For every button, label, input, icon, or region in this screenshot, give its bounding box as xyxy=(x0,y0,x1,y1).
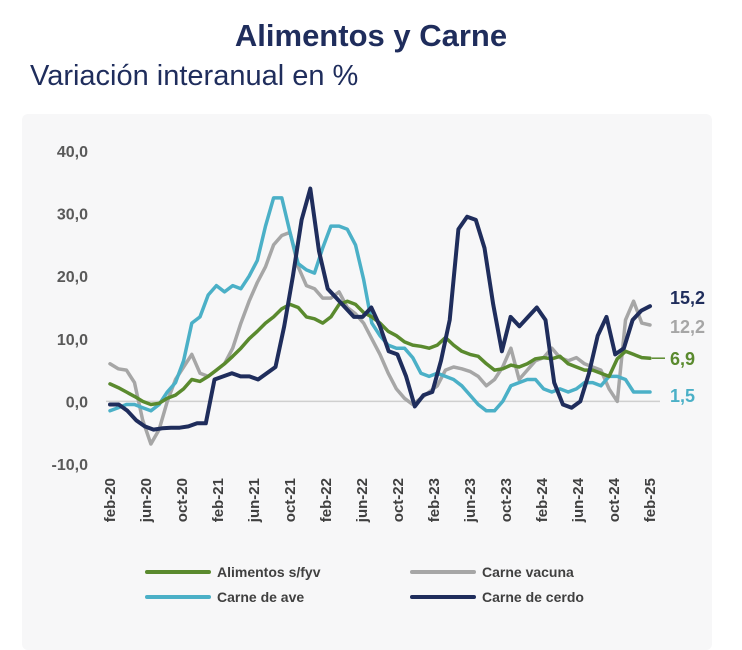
legend-label: Carne de cerdo xyxy=(482,589,584,605)
series-line-carne-de-ave xyxy=(108,196,652,413)
axis-layer: 40,0 30,0 20,0 10,0 0,0 -10,0 feb-20 jun-20 oct-… xyxy=(52,144,660,523)
series-line-carne-de-cerdo xyxy=(108,186,652,432)
x-tick-label: oct-20 xyxy=(174,478,191,522)
y-tick-label: 20,0 xyxy=(57,269,88,286)
x-tick-label: feb-21 xyxy=(210,478,227,522)
x-tick-label: jun-21 xyxy=(246,478,263,523)
chart-title: Alimentos y Carne xyxy=(234,18,508,53)
y-tick-label: -10,0 xyxy=(52,457,89,474)
y-tick-label: 10,0 xyxy=(57,332,88,349)
y-tick-label: 40,0 xyxy=(57,144,88,161)
x-tick-label: feb-20 xyxy=(102,478,119,522)
x-tick-label: feb-24 xyxy=(534,477,551,522)
x-tick-label: feb-23 xyxy=(426,478,443,522)
legend-label: Carne vacuna xyxy=(482,564,574,580)
x-tick-label: jun-23 xyxy=(462,478,479,523)
legend-label: Carne de ave xyxy=(217,589,304,605)
x-tick-label: feb-22 xyxy=(318,478,335,522)
x-tick-label: oct-23 xyxy=(498,478,515,522)
x-tick-label: oct-21 xyxy=(282,478,299,522)
end-label: 6,9 xyxy=(670,349,695,369)
end-label: 12,2 xyxy=(670,317,705,337)
end-label: 1,5 xyxy=(670,386,695,406)
x-tick-label: jun-22 xyxy=(354,478,371,523)
y-tick-label: 30,0 xyxy=(57,207,88,224)
x-tick-label: oct-22 xyxy=(390,478,407,522)
chart-subtitle: Variación interanual en % xyxy=(30,60,359,92)
x-tick-label: jun-24 xyxy=(570,477,587,523)
y-tick-label: 0,0 xyxy=(66,394,88,411)
chart-panel xyxy=(22,114,712,650)
end-label-layer: 6,9 12,2 1,5 15,2 xyxy=(652,288,705,406)
x-tick-label: jun-20 xyxy=(138,478,155,523)
x-tick-label: oct-24 xyxy=(606,477,623,522)
x-tick-label: feb-25 xyxy=(642,478,659,522)
legend-label: Alimentos s/fyv xyxy=(217,564,321,580)
end-label: 15,2 xyxy=(670,288,705,308)
series-layer xyxy=(108,186,652,446)
legend: Alimentos s/fyv Carne vacuna Carne de ave C… xyxy=(145,564,584,605)
